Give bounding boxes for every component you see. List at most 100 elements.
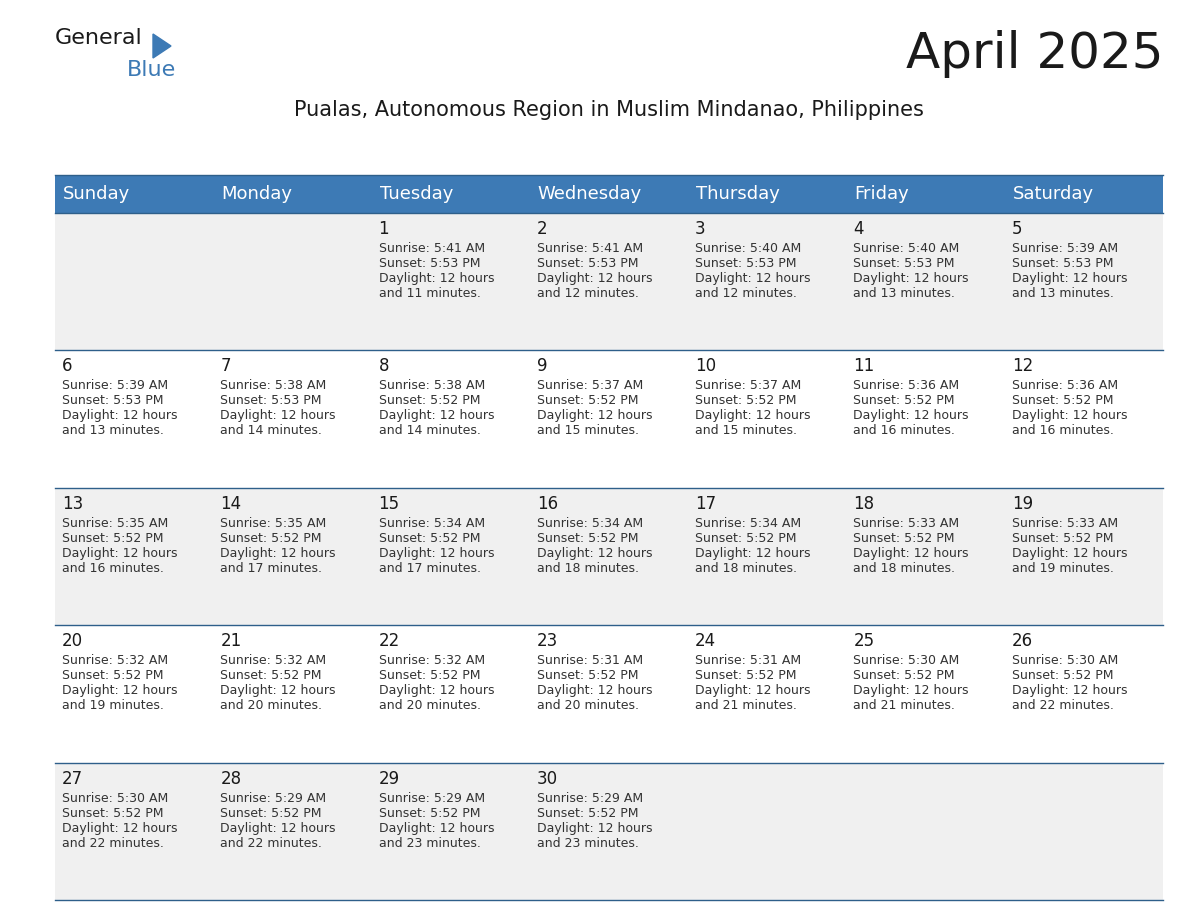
Text: Sunrise: 5:37 AM: Sunrise: 5:37 AM: [537, 379, 643, 392]
Text: Wednesday: Wednesday: [538, 185, 642, 203]
Text: Sunset: 5:52 PM: Sunset: 5:52 PM: [1012, 669, 1113, 682]
Text: and 13 minutes.: and 13 minutes.: [62, 424, 164, 437]
Text: Daylight: 12 hours: Daylight: 12 hours: [853, 272, 969, 285]
Text: Sunset: 5:52 PM: Sunset: 5:52 PM: [1012, 532, 1113, 544]
Text: Daylight: 12 hours: Daylight: 12 hours: [62, 684, 177, 697]
Text: 18: 18: [853, 495, 874, 513]
Text: Sunrise: 5:38 AM: Sunrise: 5:38 AM: [220, 379, 327, 392]
Text: 7: 7: [220, 357, 230, 375]
Text: Sunset: 5:52 PM: Sunset: 5:52 PM: [220, 532, 322, 544]
Text: Sunrise: 5:29 AM: Sunrise: 5:29 AM: [379, 791, 485, 804]
Text: and 23 minutes.: and 23 minutes.: [537, 836, 639, 849]
Text: Daylight: 12 hours: Daylight: 12 hours: [62, 409, 177, 422]
Bar: [372, 175, 530, 213]
Text: Daylight: 12 hours: Daylight: 12 hours: [537, 409, 652, 422]
Text: 16: 16: [537, 495, 558, 513]
Text: 2: 2: [537, 220, 548, 238]
Text: Sunrise: 5:40 AM: Sunrise: 5:40 AM: [853, 242, 960, 255]
Text: Sunset: 5:52 PM: Sunset: 5:52 PM: [379, 807, 480, 820]
Text: 8: 8: [379, 357, 390, 375]
Bar: [55, 175, 214, 213]
Text: Daylight: 12 hours: Daylight: 12 hours: [220, 547, 336, 560]
Text: Sunrise: 5:36 AM: Sunrise: 5:36 AM: [853, 379, 960, 392]
Text: 10: 10: [695, 357, 716, 375]
Text: Sunrise: 5:31 AM: Sunrise: 5:31 AM: [695, 655, 801, 667]
Text: and 21 minutes.: and 21 minutes.: [695, 700, 797, 712]
Text: 14: 14: [220, 495, 241, 513]
Text: Daylight: 12 hours: Daylight: 12 hours: [537, 272, 652, 285]
Text: and 19 minutes.: and 19 minutes.: [62, 700, 164, 712]
Text: Sunset: 5:52 PM: Sunset: 5:52 PM: [853, 532, 955, 544]
Text: and 20 minutes.: and 20 minutes.: [220, 700, 322, 712]
Text: Sunrise: 5:29 AM: Sunrise: 5:29 AM: [537, 791, 643, 804]
Text: 20: 20: [62, 633, 83, 650]
Text: Sunrise: 5:29 AM: Sunrise: 5:29 AM: [220, 791, 327, 804]
Text: Thursday: Thursday: [696, 185, 781, 203]
Text: 6: 6: [62, 357, 72, 375]
Text: and 16 minutes.: and 16 minutes.: [853, 424, 955, 437]
Text: 12: 12: [1012, 357, 1032, 375]
Text: Sunset: 5:52 PM: Sunset: 5:52 PM: [62, 669, 164, 682]
Text: 19: 19: [1012, 495, 1032, 513]
Text: and 20 minutes.: and 20 minutes.: [537, 700, 639, 712]
Text: Sunrise: 5:35 AM: Sunrise: 5:35 AM: [62, 517, 169, 530]
Text: 26: 26: [1012, 633, 1032, 650]
Text: Daylight: 12 hours: Daylight: 12 hours: [853, 547, 969, 560]
Text: and 15 minutes.: and 15 minutes.: [695, 424, 797, 437]
Text: Daylight: 12 hours: Daylight: 12 hours: [379, 822, 494, 834]
Text: Daylight: 12 hours: Daylight: 12 hours: [695, 272, 810, 285]
Text: Sunset: 5:52 PM: Sunset: 5:52 PM: [379, 532, 480, 544]
Text: Daylight: 12 hours: Daylight: 12 hours: [1012, 684, 1127, 697]
Text: Saturday: Saturday: [1012, 185, 1094, 203]
Text: Daylight: 12 hours: Daylight: 12 hours: [695, 409, 810, 422]
Text: Sunset: 5:52 PM: Sunset: 5:52 PM: [853, 669, 955, 682]
Text: 25: 25: [853, 633, 874, 650]
Text: and 22 minutes.: and 22 minutes.: [1012, 700, 1113, 712]
Text: and 13 minutes.: and 13 minutes.: [1012, 287, 1113, 300]
Text: 3: 3: [695, 220, 706, 238]
Text: Sunset: 5:52 PM: Sunset: 5:52 PM: [537, 532, 638, 544]
Text: Daylight: 12 hours: Daylight: 12 hours: [220, 684, 336, 697]
Text: Sunrise: 5:41 AM: Sunrise: 5:41 AM: [379, 242, 485, 255]
Text: Friday: Friday: [854, 185, 909, 203]
Text: Sunset: 5:52 PM: Sunset: 5:52 PM: [379, 669, 480, 682]
Text: 5: 5: [1012, 220, 1022, 238]
Text: Daylight: 12 hours: Daylight: 12 hours: [537, 822, 652, 834]
Text: 22: 22: [379, 633, 400, 650]
Text: 29: 29: [379, 769, 399, 788]
Bar: [688, 175, 846, 213]
Text: and 18 minutes.: and 18 minutes.: [695, 562, 797, 575]
Text: and 12 minutes.: and 12 minutes.: [695, 287, 797, 300]
Text: Daylight: 12 hours: Daylight: 12 hours: [220, 409, 336, 422]
Text: Daylight: 12 hours: Daylight: 12 hours: [220, 822, 336, 834]
Text: Daylight: 12 hours: Daylight: 12 hours: [379, 547, 494, 560]
Text: Sunset: 5:52 PM: Sunset: 5:52 PM: [695, 395, 797, 408]
Text: Sunrise: 5:34 AM: Sunrise: 5:34 AM: [537, 517, 643, 530]
Text: and 11 minutes.: and 11 minutes.: [379, 287, 480, 300]
Text: Sunrise: 5:32 AM: Sunrise: 5:32 AM: [62, 655, 169, 667]
Text: Sunset: 5:52 PM: Sunset: 5:52 PM: [62, 532, 164, 544]
Text: Sunrise: 5:30 AM: Sunrise: 5:30 AM: [1012, 655, 1118, 667]
Text: and 21 minutes.: and 21 minutes.: [853, 700, 955, 712]
Text: Sunrise: 5:33 AM: Sunrise: 5:33 AM: [1012, 517, 1118, 530]
Text: Sunset: 5:52 PM: Sunset: 5:52 PM: [220, 669, 322, 682]
Text: Sunset: 5:52 PM: Sunset: 5:52 PM: [537, 807, 638, 820]
Text: Sunrise: 5:39 AM: Sunrise: 5:39 AM: [1012, 242, 1118, 255]
Text: Sunrise: 5:40 AM: Sunrise: 5:40 AM: [695, 242, 802, 255]
Text: and 16 minutes.: and 16 minutes.: [62, 562, 164, 575]
Text: Sunset: 5:53 PM: Sunset: 5:53 PM: [379, 257, 480, 270]
Text: Sunrise: 5:32 AM: Sunrise: 5:32 AM: [379, 655, 485, 667]
Polygon shape: [153, 34, 171, 58]
Text: and 15 minutes.: and 15 minutes.: [537, 424, 639, 437]
Text: Sunset: 5:53 PM: Sunset: 5:53 PM: [695, 257, 797, 270]
Text: Daylight: 12 hours: Daylight: 12 hours: [379, 684, 494, 697]
Text: Sunrise: 5:30 AM: Sunrise: 5:30 AM: [853, 655, 960, 667]
Text: Sunset: 5:52 PM: Sunset: 5:52 PM: [62, 807, 164, 820]
Text: Sunset: 5:52 PM: Sunset: 5:52 PM: [379, 395, 480, 408]
Text: Sunrise: 5:32 AM: Sunrise: 5:32 AM: [220, 655, 327, 667]
Text: and 19 minutes.: and 19 minutes.: [1012, 562, 1113, 575]
Bar: [55, 213, 1163, 351]
Text: 4: 4: [853, 220, 864, 238]
Text: and 14 minutes.: and 14 minutes.: [220, 424, 322, 437]
Text: Sunrise: 5:31 AM: Sunrise: 5:31 AM: [537, 655, 643, 667]
